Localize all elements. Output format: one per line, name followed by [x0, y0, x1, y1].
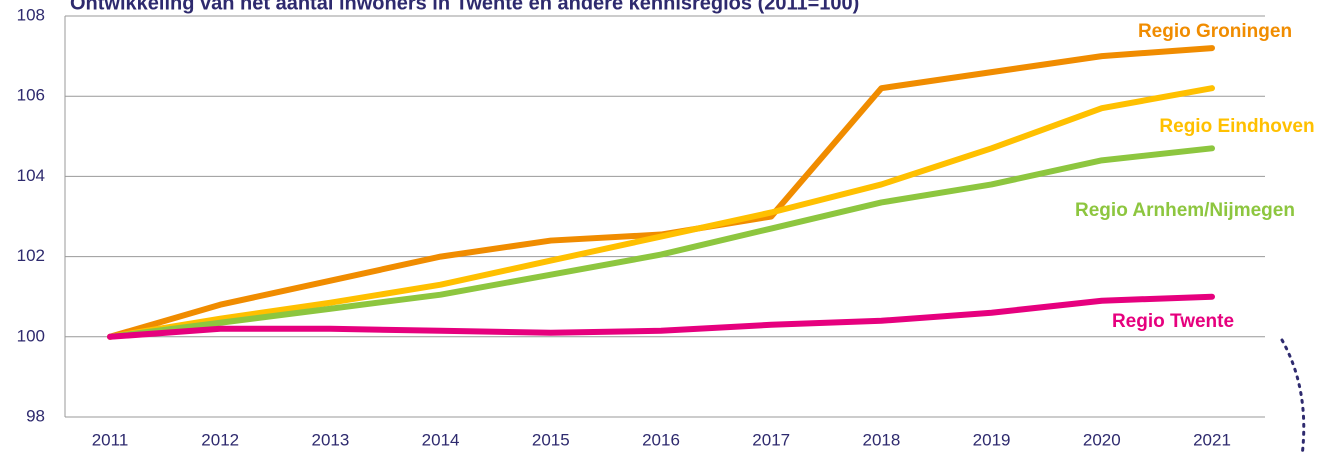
- chart-title: Ontwikkeling van het aantal inwoners in …: [70, 0, 859, 14]
- decoration: [1280, 338, 1306, 456]
- series-line: [107, 145, 1215, 340]
- y-tick-label: 106: [17, 86, 45, 105]
- x-tick-label: 2021: [1193, 430, 1231, 449]
- x-tick-label: 2019: [973, 430, 1011, 449]
- series-label: Regio Eindhoven: [1159, 116, 1314, 137]
- x-tick-label: 2015: [532, 430, 570, 449]
- series-label: Regio Arnhem/Nijmegen: [1075, 200, 1295, 221]
- x-tick-label: 2012: [201, 430, 239, 449]
- x-tick-label: 2017: [752, 430, 790, 449]
- y-tick-label: 104: [17, 166, 45, 185]
- y-tick-label: 100: [17, 326, 45, 345]
- x-tick-label: 2018: [862, 430, 900, 449]
- x-tick-label: 2014: [422, 430, 460, 449]
- y-tick-label: 102: [17, 246, 45, 265]
- x-tick-label: 2016: [642, 430, 680, 449]
- x-tick-label: 2013: [311, 430, 349, 449]
- y-tick-label: 98: [26, 406, 45, 425]
- series-line: [107, 45, 1215, 340]
- x-tick-label: 2020: [1083, 430, 1121, 449]
- series-label: Regio Groningen: [1138, 21, 1292, 42]
- series-line: [107, 85, 1215, 340]
- x-tick-label: 2011: [92, 430, 129, 449]
- series-line: [107, 293, 1215, 340]
- series-label: Regio Twente: [1112, 311, 1234, 332]
- y-tick-label: 108: [17, 5, 45, 24]
